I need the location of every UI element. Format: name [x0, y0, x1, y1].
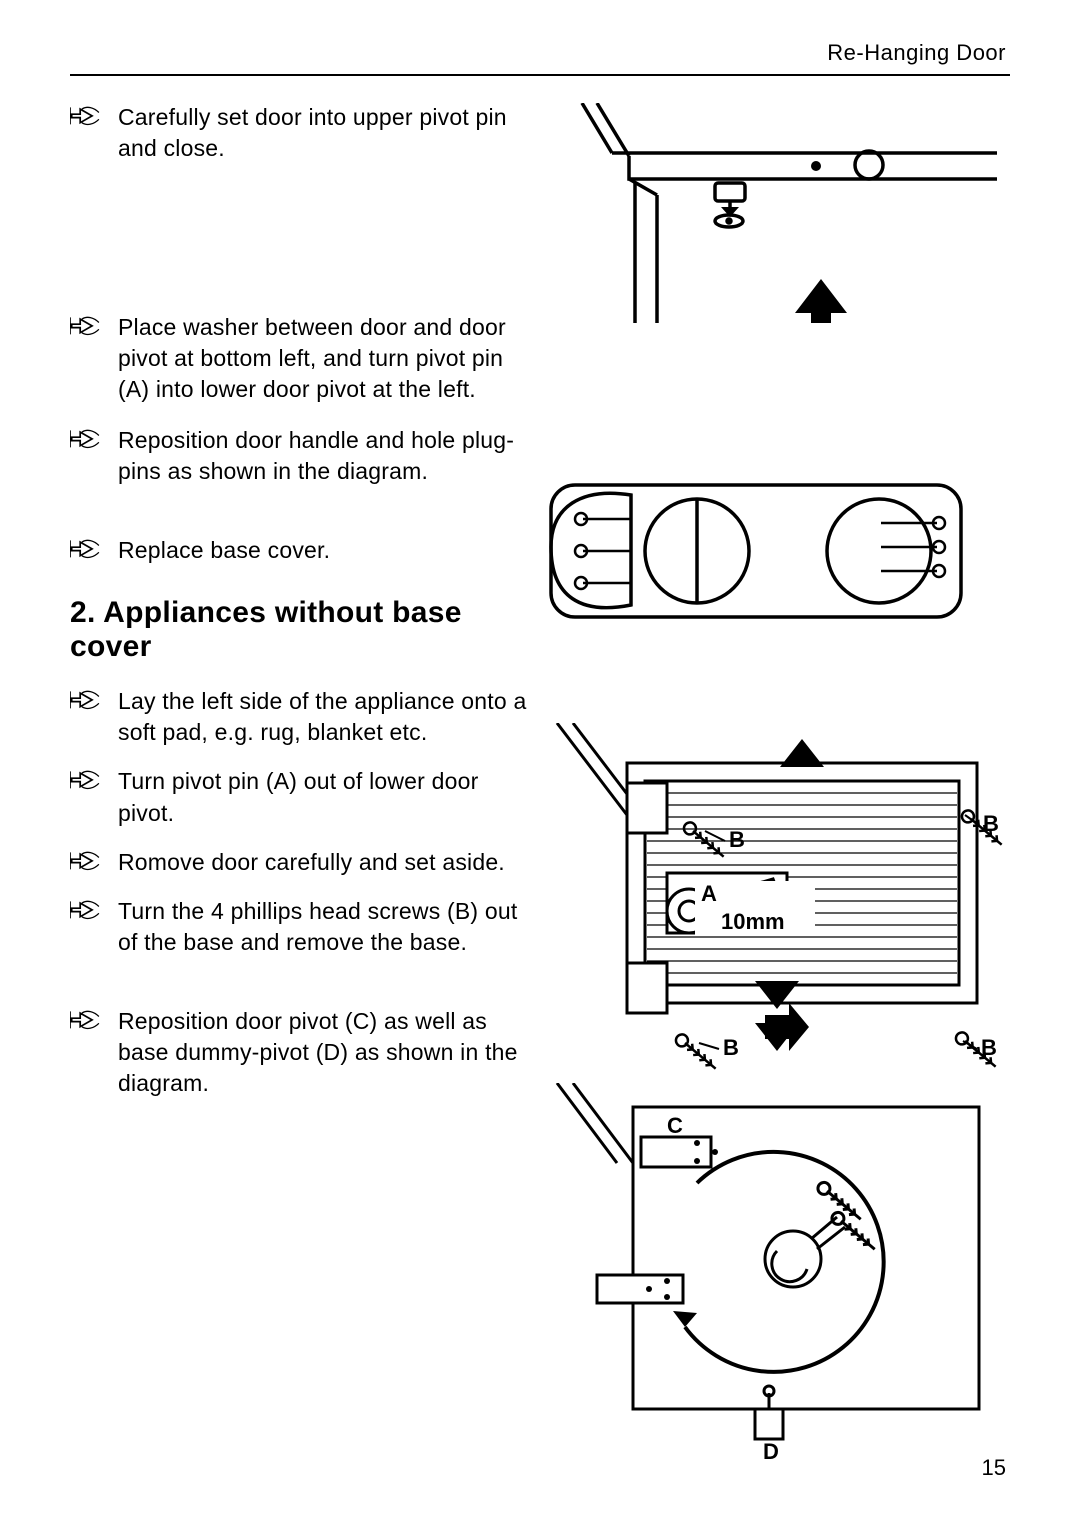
step-text: Lay the left side of the appliance onto … [118, 686, 530, 748]
hand-pointing-icon [70, 314, 104, 340]
instruction-step: Place washer between door and door pivot… [70, 312, 530, 405]
hand-pointing-icon [70, 688, 104, 714]
step-text: Romove door carefully and set aside. [118, 847, 505, 878]
hand-pointing-icon [70, 537, 104, 563]
label-b: B [723, 1035, 739, 1060]
hand-pointing-icon [70, 849, 104, 875]
step-text: Turn pivot pin (A) out of lower door piv… [118, 766, 530, 828]
step-text: Reposition door handle and hole plug-pin… [118, 425, 530, 487]
diagram-upper-pivot [556, 102, 996, 322]
label-a: A [701, 881, 717, 906]
diagram-pivot-screws: B B B B A 10mm [516, 722, 1004, 1082]
step-text: Reposition door pivot (C) as well as bas… [118, 1006, 530, 1099]
section-heading: 2. Appliances without base cover [70, 596, 530, 664]
label-b: B [981, 1035, 997, 1060]
label-b: B [729, 827, 745, 852]
step-text: Carefully set door into upper pivot pin … [118, 102, 530, 164]
diagram-pivot-c-d: C D [516, 1082, 1004, 1458]
instruction-step: Carefully set door into upper pivot pin … [70, 102, 530, 164]
hand-pointing-icon [70, 898, 104, 924]
instruction-step: Reposition door pivot (C) as well as bas… [70, 1006, 530, 1099]
label-d: D [763, 1439, 779, 1459]
page-header: Re-Hanging Door [70, 40, 1010, 66]
hand-pointing-icon [70, 427, 104, 453]
step-text: Place washer between door and door pivot… [118, 312, 530, 405]
hand-pointing-icon [70, 768, 104, 794]
hand-pointing-icon [70, 104, 104, 130]
label-10mm: 10mm [721, 909, 785, 934]
label-b: B [983, 811, 999, 836]
instruction-step: Turn the 4 phillips head screws (B) out … [70, 896, 530, 958]
instruction-step: Lay the left side of the appliance onto … [70, 686, 530, 748]
header-rule [70, 74, 1010, 76]
instruction-step: Reposition door handle and hole plug-pin… [70, 425, 530, 487]
instruction-step: Turn pivot pin (A) out of lower door piv… [70, 766, 530, 828]
diagram-base-cover [520, 446, 990, 646]
label-c: C [667, 1113, 683, 1138]
hand-pointing-icon [70, 1008, 104, 1034]
step-text: Replace base cover. [118, 535, 330, 566]
instruction-step: Replace base cover. [70, 535, 530, 566]
instruction-step: Romove door carefully and set aside. [70, 847, 530, 878]
page-number: 15 [982, 1455, 1006, 1481]
step-text: Turn the 4 phillips head screws (B) out … [118, 896, 530, 958]
